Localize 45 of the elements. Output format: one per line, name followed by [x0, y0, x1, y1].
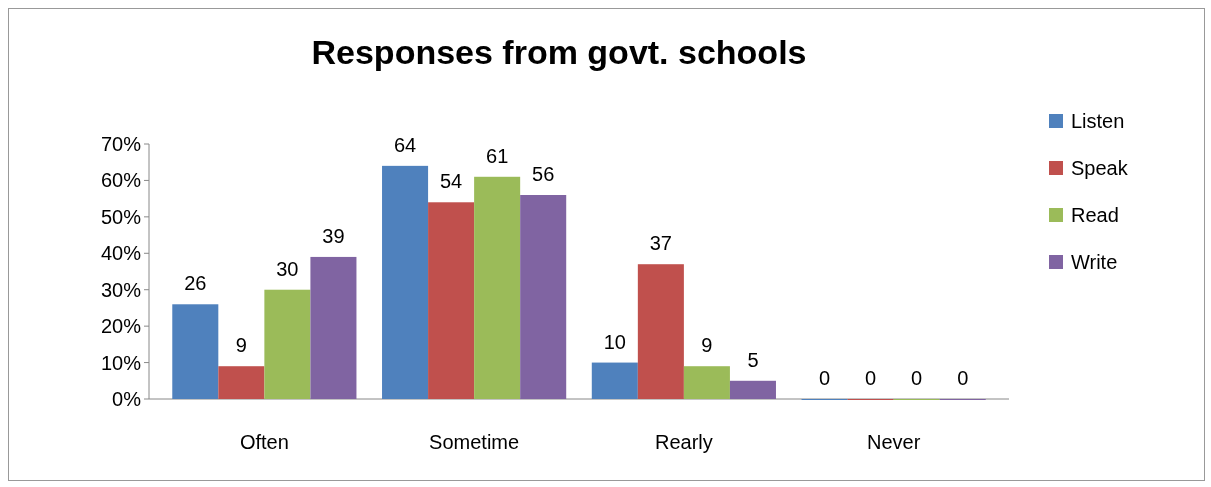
bar	[172, 304, 219, 399]
x-tick-label: Rearly	[654, 431, 713, 453]
legend-label: Listen	[1071, 110, 1125, 132]
bar	[218, 366, 265, 399]
data-label: 39	[322, 224, 345, 247]
data-label: 0	[865, 367, 877, 389]
bar	[428, 202, 475, 399]
bar	[310, 256, 357, 399]
data-label: 37	[649, 232, 672, 255]
bar	[382, 165, 429, 399]
y-tick-label: 70%	[100, 133, 142, 155]
bar	[729, 380, 776, 399]
bar	[683, 366, 730, 399]
data-label: 61	[486, 144, 509, 167]
legend-label: Write	[1071, 251, 1118, 273]
y-tick-label: 60%	[100, 169, 142, 192]
bar	[264, 289, 311, 399]
data-label: 10	[603, 330, 626, 353]
y-tick-label: 30%	[100, 278, 142, 301]
bar	[591, 362, 638, 399]
bar	[637, 264, 684, 399]
y-tick-label: 0%	[112, 388, 142, 410]
x-tick-label: Never	[866, 431, 921, 453]
x-tick-label: Often	[239, 431, 289, 453]
data-label: 9	[235, 334, 247, 357]
data-label: 0	[957, 367, 969, 389]
data-label: 0	[911, 367, 923, 389]
data-label: 5	[747, 348, 759, 371]
y-tick-label: 20%	[100, 315, 142, 338]
bar	[520, 195, 567, 399]
chart-title: Responses from govt. schools	[311, 33, 807, 71]
legend-label: Speak	[1071, 157, 1129, 179]
data-label: 64	[393, 133, 417, 156]
y-tick-label: 10%	[100, 351, 142, 374]
legend-label: Read	[1071, 204, 1119, 226]
bar	[474, 176, 521, 399]
data-label: 9	[701, 334, 713, 357]
y-tick-label: 50%	[100, 205, 142, 228]
data-label: 54	[439, 170, 463, 193]
x-tick-label: Sometime	[429, 431, 520, 453]
data-label: 26	[184, 272, 207, 295]
y-tick-label: 40%	[100, 242, 142, 265]
data-label: 0	[819, 367, 831, 389]
data-label: 30	[276, 257, 299, 280]
data-label: 56	[532, 163, 555, 185]
